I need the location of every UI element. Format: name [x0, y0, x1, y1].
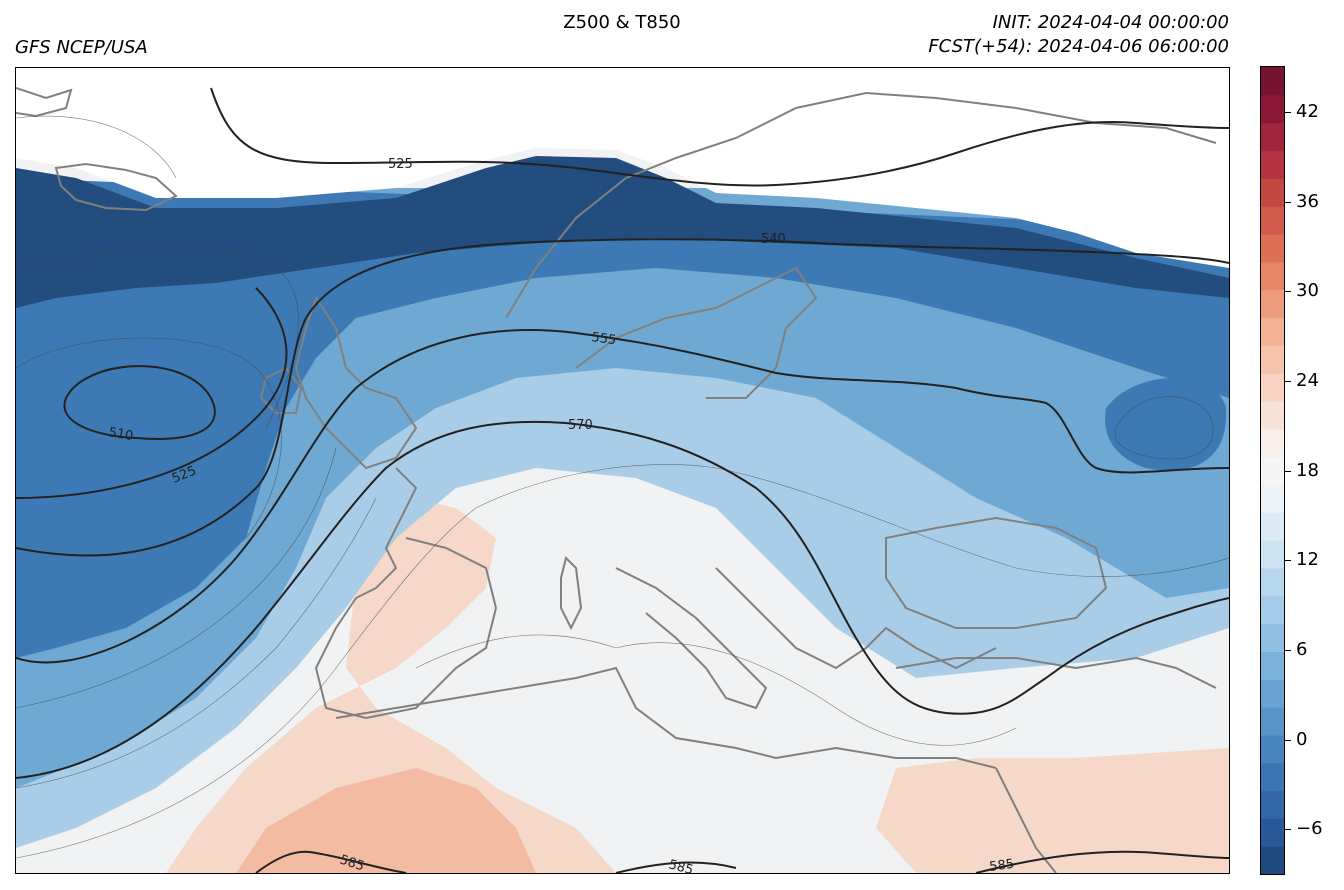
- weather-map: 525 540 555 510 525 570 585 585 585: [15, 67, 1230, 874]
- contour-510: [63, 365, 216, 440]
- colorbar-tick-label: 36: [1296, 190, 1319, 212]
- colorbar-band: [1261, 233, 1284, 263]
- colorbar-tick: [1285, 649, 1291, 651]
- colorbar-band: [1261, 317, 1284, 346]
- colorbar-gradient: [1261, 67, 1284, 874]
- colorbar-band: [1261, 846, 1284, 874]
- colorbar-tick-label: 12: [1296, 549, 1319, 571]
- cold-zone: [16, 178, 1229, 658]
- hot-region-sahara: [236, 768, 536, 873]
- colorbar-tick: [1285, 111, 1291, 113]
- very-cold-zone: [16, 156, 1229, 308]
- contour-label-585-right: 585: [988, 857, 1015, 873]
- colorbar-tick: [1285, 470, 1291, 472]
- colorbar-band: [1261, 679, 1284, 708]
- chart-title: Z500 & T850: [563, 12, 681, 33]
- colorbar-band: [1261, 178, 1284, 207]
- contour-label-585-center: 585: [667, 857, 695, 873]
- colorbar-band: [1261, 818, 1284, 847]
- contour-label-585-left: 585: [338, 853, 366, 873]
- colorbar-band: [1261, 373, 1284, 402]
- colorbar-band: [1261, 400, 1284, 430]
- colorbar-tick: [1285, 291, 1291, 293]
- coastline-british-isles: [294, 295, 418, 470]
- init-time: INIT: 2024-04-04 00:00:00: [992, 12, 1229, 33]
- contour-525-low: [16, 287, 288, 499]
- contour-585-left: [255, 850, 407, 873]
- model-source: GFS NCEP/USA: [15, 37, 148, 58]
- colorbar-band: [1261, 289, 1284, 319]
- coastline-italy: [615, 567, 768, 710]
- colorbar-tick: [1285, 380, 1291, 382]
- major-contours: [16, 87, 1229, 873]
- coastline-iberia: [314, 537, 498, 720]
- colorbar-band: [1261, 567, 1284, 597]
- colorbar-band: [1261, 790, 1284, 819]
- colorbar-band: [1261, 540, 1284, 569]
- coastline-turkey: [895, 656, 1217, 689]
- colorbar-band: [1261, 484, 1284, 513]
- contour-label-510: 510: [107, 425, 134, 444]
- contour-labels: 525 540 555 510 525 570 585 585 585: [107, 157, 1015, 873]
- colorbar-band: [1261, 734, 1284, 764]
- colorbar-tick: [1285, 560, 1291, 562]
- colorbar-band: [1261, 707, 1284, 736]
- colorbar-band: [1261, 122, 1284, 152]
- colorbar-band: [1261, 512, 1284, 541]
- coastline-red-sea: [995, 767, 1057, 873]
- contour-585-center: [615, 861, 737, 873]
- colorbar-band: [1261, 261, 1284, 291]
- colorbar-band: [1261, 762, 1284, 792]
- contour-label-540: 540: [761, 232, 786, 247]
- contour-label-555: 555: [590, 330, 617, 348]
- colorbar-tick-label: 42: [1296, 100, 1319, 122]
- colorbar-band: [1261, 67, 1284, 96]
- cold-low-atlantic: [36, 351, 260, 523]
- colorbar-tick-label: 24: [1296, 369, 1319, 391]
- colorbar-band: [1261, 206, 1284, 235]
- coastline-north-africa: [335, 666, 997, 769]
- colorbar-tick-label: 0: [1296, 728, 1308, 750]
- colorbar-band: [1261, 595, 1284, 625]
- contour-540: [16, 238, 1229, 557]
- colorbar-band: [1261, 456, 1284, 486]
- coastline-iceland: [54, 162, 178, 212]
- minor-isolines: [16, 115, 1229, 859]
- contour-555: [16, 329, 1229, 664]
- colorbar-band: [1261, 345, 1284, 374]
- colorbar-tick-label: 30: [1296, 280, 1319, 302]
- contour-570: [16, 420, 1229, 779]
- colorbar-band: [1261, 94, 1284, 124]
- contour-label-570: 570: [568, 418, 593, 433]
- colorbar-tick: [1285, 739, 1291, 741]
- coastline-balkans: [715, 567, 997, 670]
- coastline-greenland: [16, 87, 73, 118]
- contour-585-right: [975, 850, 1229, 873]
- colorbar-band: [1261, 150, 1284, 179]
- colorbar-tick: [1285, 201, 1291, 203]
- cold-low-russia: [1105, 378, 1227, 471]
- forecast-time: FCST(+54): 2024-04-06 06:00:00: [928, 36, 1229, 57]
- colorbar: [1260, 66, 1285, 875]
- colorbar-band: [1261, 623, 1284, 652]
- coastline-corsica-sardinia: [560, 556, 583, 631]
- warm-region-southeast: [876, 748, 1229, 873]
- coastline-black-sea: [885, 516, 1108, 629]
- warm-region-west: [166, 488, 616, 873]
- colorbar-band: [1261, 651, 1284, 680]
- coastline-baltic: [575, 266, 818, 399]
- colorbar-tick-label: 18: [1296, 459, 1319, 481]
- colorbar-tick: [1285, 829, 1291, 831]
- map-svg: 525 540 555 510 525 570 585 585 585: [16, 68, 1229, 873]
- contour-525-north: [210, 87, 1229, 187]
- colorbar-band: [1261, 428, 1284, 458]
- coastline-western-europe: [355, 467, 418, 599]
- colorbar-tick-label: 6: [1296, 638, 1308, 660]
- contour-label-525-north: 525: [388, 157, 413, 172]
- colorbar-tick-label: −6: [1296, 818, 1323, 840]
- white-north: [16, 68, 1229, 268]
